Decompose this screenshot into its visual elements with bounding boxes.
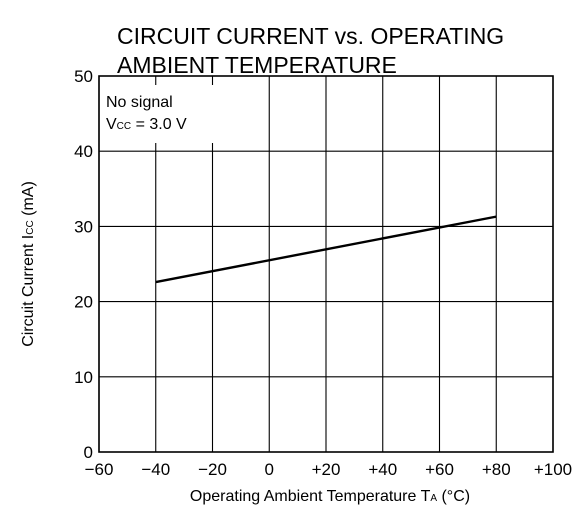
x-tick-label: 0 <box>265 460 274 479</box>
y-axis-label-main: Circuit Current I <box>20 235 37 347</box>
y-tick-label: 50 <box>74 67 93 86</box>
x-tick-label: +80 <box>482 460 511 479</box>
x-tick-label: +60 <box>425 460 454 479</box>
y-axis-label: Circuit Current ICC (mA) <box>20 181 37 347</box>
y-tick-label: 20 <box>74 293 93 312</box>
grid <box>98 75 554 453</box>
chart-title-line-1: CIRCUIT CURRENT vs. OPERATING <box>117 23 504 49</box>
annotation-vcc-value: = 3.0 V <box>131 116 187 133</box>
x-tick-label: +40 <box>368 460 397 479</box>
y-axis-label-unit: (mA) <box>20 181 37 220</box>
y-tick-label: 40 <box>74 142 93 161</box>
x-tick-label: +20 <box>312 460 341 479</box>
y-axis-label-subscript: CC <box>25 220 36 234</box>
annotation-box <box>100 85 222 143</box>
x-axis-label: Operating Ambient Temperature TA (°C) <box>190 488 470 505</box>
annotation-vcc-subscript: CC <box>117 121 131 132</box>
y-tick-labels: 0 10 20 30 40 50 <box>74 67 93 462</box>
chart-title-line-2: AMBIENT TEMPERATURE <box>117 52 397 78</box>
annotation-no-signal: No signal <box>106 94 173 111</box>
series-line <box>155 215 497 284</box>
x-tick-label: −60 <box>85 460 114 479</box>
y-tick-label: 0 <box>84 443 93 462</box>
y-tick-label: 10 <box>74 368 93 387</box>
x-tick-label: −20 <box>198 460 227 479</box>
series-lines <box>155 215 497 284</box>
x-tick-labels: −60 −40 −20 0 +20 +40 +60 +80 +100 <box>85 460 573 479</box>
x-tick-label: −40 <box>141 460 170 479</box>
y-tick-label: 30 <box>74 217 93 236</box>
annotation-vcc-symbol: V <box>106 116 117 133</box>
x-axis-label-main: Operating Ambient Temperature T <box>190 488 431 505</box>
x-tick-label: +100 <box>534 460 572 479</box>
plot-frame <box>98 75 554 453</box>
x-axis-label-unit: (°C) <box>437 488 470 505</box>
annotation-vcc: VCC = 3.0 V <box>106 116 187 133</box>
x-axis-label-subscript: A <box>430 493 437 504</box>
